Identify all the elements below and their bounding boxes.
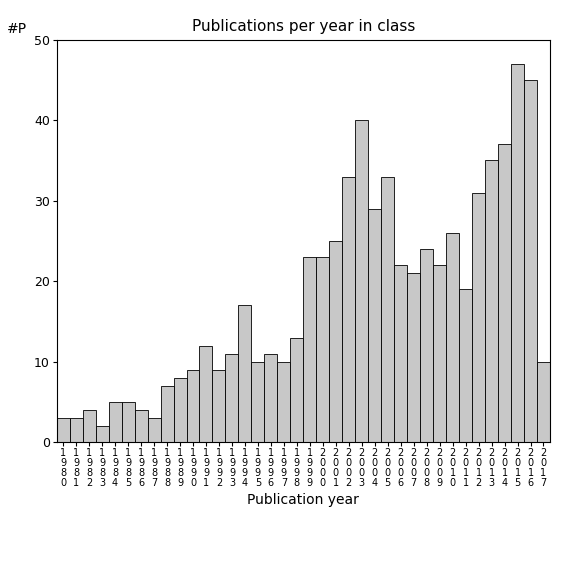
Bar: [498, 145, 511, 442]
Bar: [226, 354, 239, 442]
Bar: [485, 160, 498, 442]
Bar: [342, 176, 356, 442]
Bar: [277, 362, 290, 442]
Bar: [433, 265, 446, 442]
Bar: [174, 378, 187, 442]
Bar: [96, 426, 109, 442]
Bar: [213, 370, 226, 442]
Bar: [239, 306, 251, 442]
Bar: [329, 241, 342, 442]
Bar: [187, 370, 200, 442]
Bar: [83, 410, 96, 442]
Bar: [381, 176, 394, 442]
Bar: [524, 80, 537, 442]
Bar: [290, 337, 303, 442]
Bar: [316, 257, 329, 442]
Bar: [134, 410, 147, 442]
Bar: [200, 346, 213, 442]
Bar: [407, 273, 420, 442]
Bar: [537, 362, 550, 442]
Bar: [109, 402, 121, 442]
Bar: [356, 120, 368, 442]
Bar: [368, 209, 381, 442]
Bar: [147, 418, 160, 442]
Bar: [57, 418, 70, 442]
Bar: [160, 386, 174, 442]
X-axis label: Publication year: Publication year: [247, 493, 359, 507]
Bar: [264, 354, 277, 442]
Bar: [121, 402, 134, 442]
Bar: [394, 265, 407, 442]
Bar: [420, 249, 433, 442]
Bar: [459, 289, 472, 442]
Bar: [472, 193, 485, 442]
Bar: [446, 233, 459, 442]
Bar: [70, 418, 83, 442]
Bar: [303, 257, 316, 442]
Bar: [511, 64, 524, 442]
Title: Publications per year in class: Publications per year in class: [192, 19, 415, 35]
Y-axis label: #P: #P: [7, 22, 27, 36]
Bar: [251, 362, 264, 442]
